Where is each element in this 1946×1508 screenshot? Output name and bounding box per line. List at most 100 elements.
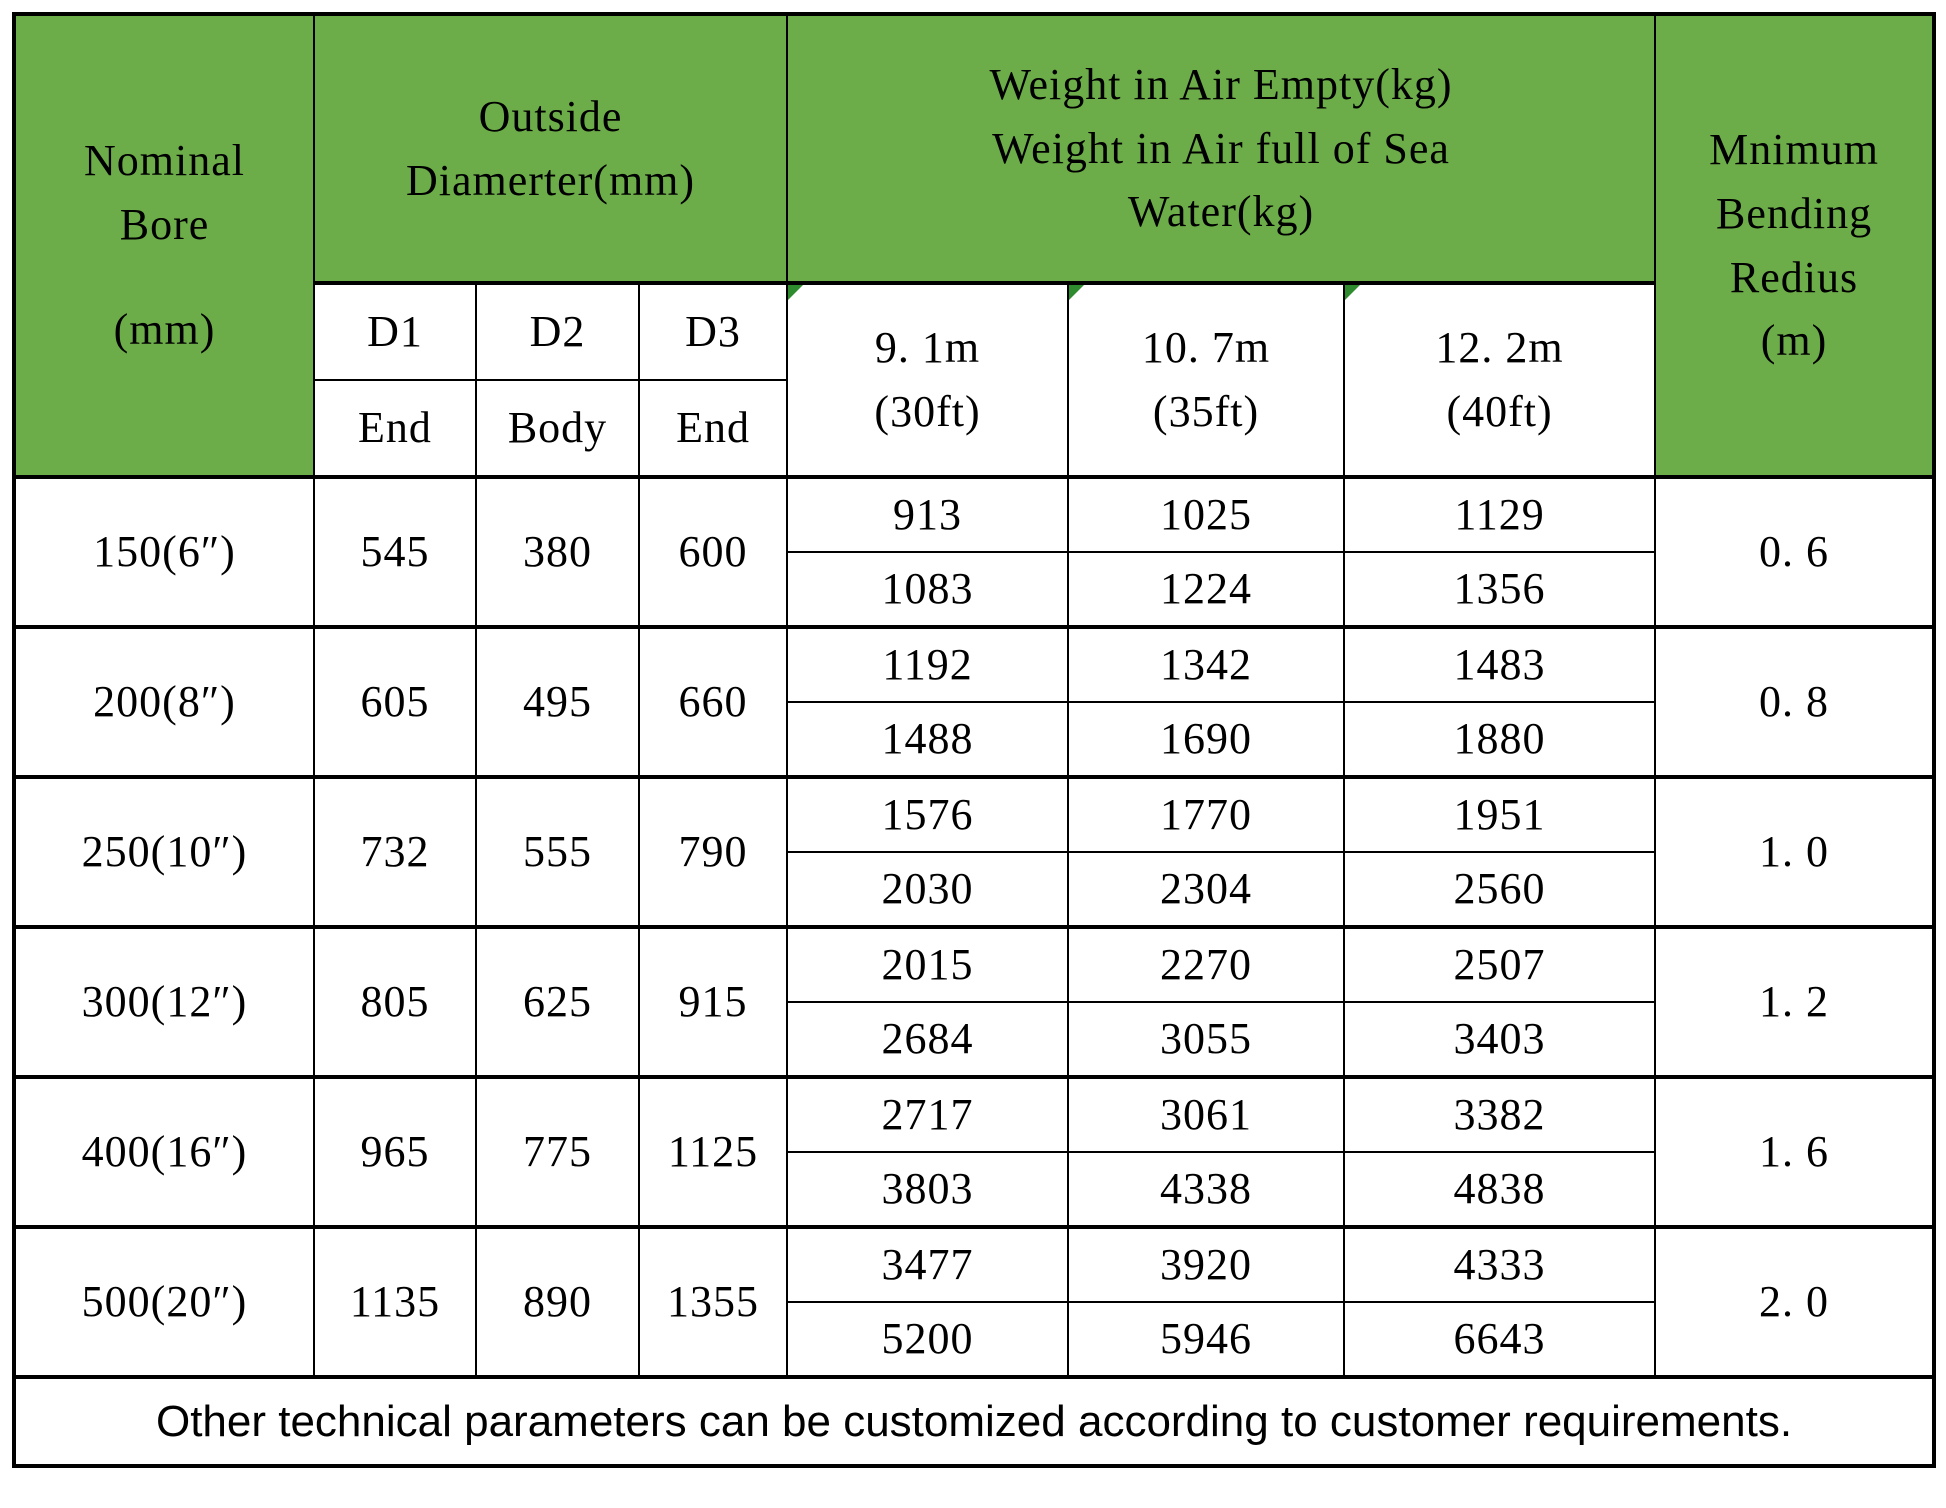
weight-header-line3: Water(kg) [1127, 187, 1315, 237]
weight-full-cell: 1224 [1067, 551, 1346, 628]
weight-full-cell: 5200 [786, 1301, 1070, 1378]
weight-empty-cell: 2507 [1343, 925, 1657, 1003]
d2-position-header: Body [475, 379, 640, 478]
d3-cell: 915 [637, 925, 789, 1078]
cell-corner-marker-icon [789, 287, 804, 300]
bore-cell: 250(10″) [13, 775, 315, 928]
length-feet: (30ft) [874, 387, 981, 436]
weight-empty-cell: 1192 [786, 625, 1070, 703]
weight-full-cell: 2304 [1067, 851, 1346, 928]
weight-empty-cell: 2270 [1067, 925, 1346, 1003]
weight-full-cell: 1083 [786, 551, 1070, 628]
weight-empty-cell: 2015 [786, 925, 1070, 1003]
bending-radius-line2: Bending [1715, 188, 1873, 238]
weight-full-cell: 1356 [1343, 551, 1657, 628]
weight-full-cell: 2560 [1343, 851, 1657, 928]
d3-position-header: End [637, 379, 789, 478]
weight-empty-cell: 3382 [1343, 1075, 1657, 1153]
weight-full-cell: 6643 [1343, 1301, 1657, 1378]
weight-empty-cell: 1483 [1343, 625, 1657, 703]
weight-empty-cell: 4333 [1343, 1225, 1657, 1303]
d3-cell: 790 [637, 775, 789, 928]
radius-cell: 1. 0 [1654, 775, 1936, 928]
d1-cell: 1135 [313, 1225, 477, 1378]
d3-cell: 600 [637, 475, 789, 628]
nominal-bore-header: Nominal Bore (mm) [13, 13, 315, 478]
weight-full-cell: 2030 [786, 851, 1070, 928]
outside-diameter-line1: Outside [478, 91, 623, 141]
weight-full-cell: 3055 [1067, 1001, 1346, 1078]
outside-diameter-line2: Diamerter(mm) [405, 155, 696, 205]
bore-cell: 500(20″) [13, 1225, 315, 1378]
weight-empty-cell: 1025 [1067, 475, 1346, 553]
d2-cell: 555 [475, 775, 640, 928]
length-feet: (40ft) [1446, 387, 1553, 436]
weight-empty-cell: 1129 [1343, 475, 1657, 553]
length-meters: 9. 1m [874, 323, 981, 373]
d1-cell: 965 [313, 1075, 477, 1228]
d3-header: D3 [637, 281, 789, 381]
length-meters: 12. 2m [1435, 323, 1564, 373]
d1-cell: 805 [313, 925, 477, 1078]
bore-cell: 150(6″) [13, 475, 315, 628]
weight-empty-cell: 1951 [1343, 775, 1657, 853]
weight-empty-cell: 2717 [786, 1075, 1070, 1153]
weight-empty-cell: 1770 [1067, 775, 1346, 853]
bore-cell: 200(8″) [13, 625, 315, 778]
nominal-bore-unit: (mm) [113, 305, 216, 355]
weight-full-cell: 5946 [1067, 1301, 1346, 1378]
weight-full-cell: 3803 [786, 1151, 1070, 1228]
d2-cell: 890 [475, 1225, 640, 1378]
weight-empty-cell: 913 [786, 475, 1070, 553]
length-12-2m-header: 12. 2m (40ft) [1343, 281, 1657, 478]
weight-empty-cell: 3061 [1067, 1075, 1346, 1153]
bending-radius-line1: Mnimum [1709, 124, 1879, 174]
radius-cell: 2. 0 [1654, 1225, 1936, 1378]
bending-radius-unit: (m) [1760, 316, 1828, 366]
weight-full-cell: 4338 [1067, 1151, 1346, 1228]
d2-cell: 775 [475, 1075, 640, 1228]
bending-radius-header: Mnimum Bending Redius (m) [1654, 13, 1936, 478]
weight-full-cell: 1690 [1067, 701, 1346, 778]
weight-empty-cell: 1576 [786, 775, 1070, 853]
length-meters: 10. 7m [1141, 323, 1271, 373]
nominal-bore-line1: Nominal [84, 135, 245, 185]
radius-cell: 0. 6 [1654, 475, 1936, 628]
d1-cell: 605 [313, 625, 477, 778]
weight-empty-cell: 1342 [1067, 625, 1346, 703]
d1-header: D1 [313, 281, 477, 381]
cell-corner-marker-icon [1070, 287, 1085, 300]
weight-full-cell: 4838 [1343, 1151, 1657, 1228]
weight-full-cell: 1488 [786, 701, 1070, 778]
d3-cell: 1125 [637, 1075, 789, 1228]
d2-cell: 625 [475, 925, 640, 1078]
cell-corner-marker-icon [1346, 287, 1361, 300]
bore-cell: 300(12″) [13, 925, 315, 1078]
weight-full-cell: 2684 [786, 1001, 1070, 1078]
hose-spec-table: Nominal Bore (mm) Outside Diamerter(mm) … [12, 12, 1937, 1468]
length-feet: (35ft) [1152, 387, 1260, 436]
d1-cell: 732 [313, 775, 477, 928]
length-9-1m-header: 9. 1m (30ft) [786, 281, 1070, 478]
bending-radius-line3: Redius [1729, 252, 1859, 302]
radius-cell: 0. 8 [1654, 625, 1936, 778]
d3-cell: 660 [637, 625, 789, 778]
weight-empty-cell: 3477 [786, 1225, 1070, 1303]
weight-empty-cell: 3920 [1067, 1225, 1346, 1303]
radius-cell: 1. 2 [1654, 925, 1936, 1078]
weight-header-line2: Weight in Air full of Sea [992, 123, 1450, 173]
d2-cell: 380 [475, 475, 640, 628]
d2-header: D2 [475, 281, 640, 381]
weight-full-cell: 3403 [1343, 1001, 1657, 1078]
outside-diameter-header: Outside Diamerter(mm) [312, 13, 789, 284]
radius-cell: 1. 6 [1654, 1075, 1936, 1228]
length-10-7m-header: 10. 7m (35ft) [1067, 281, 1346, 478]
weight-header: Weight in Air Empty(kg) Weight in Air fu… [786, 13, 1657, 284]
d1-position-header: End [313, 379, 477, 478]
nominal-bore-line2: Bore [119, 199, 210, 249]
customization-note: Other technical parameters can be custom… [12, 1375, 1936, 1467]
d1-cell: 545 [313, 475, 477, 628]
weight-header-line1: Weight in Air Empty(kg) [989, 59, 1453, 109]
d3-cell: 1355 [637, 1225, 789, 1378]
